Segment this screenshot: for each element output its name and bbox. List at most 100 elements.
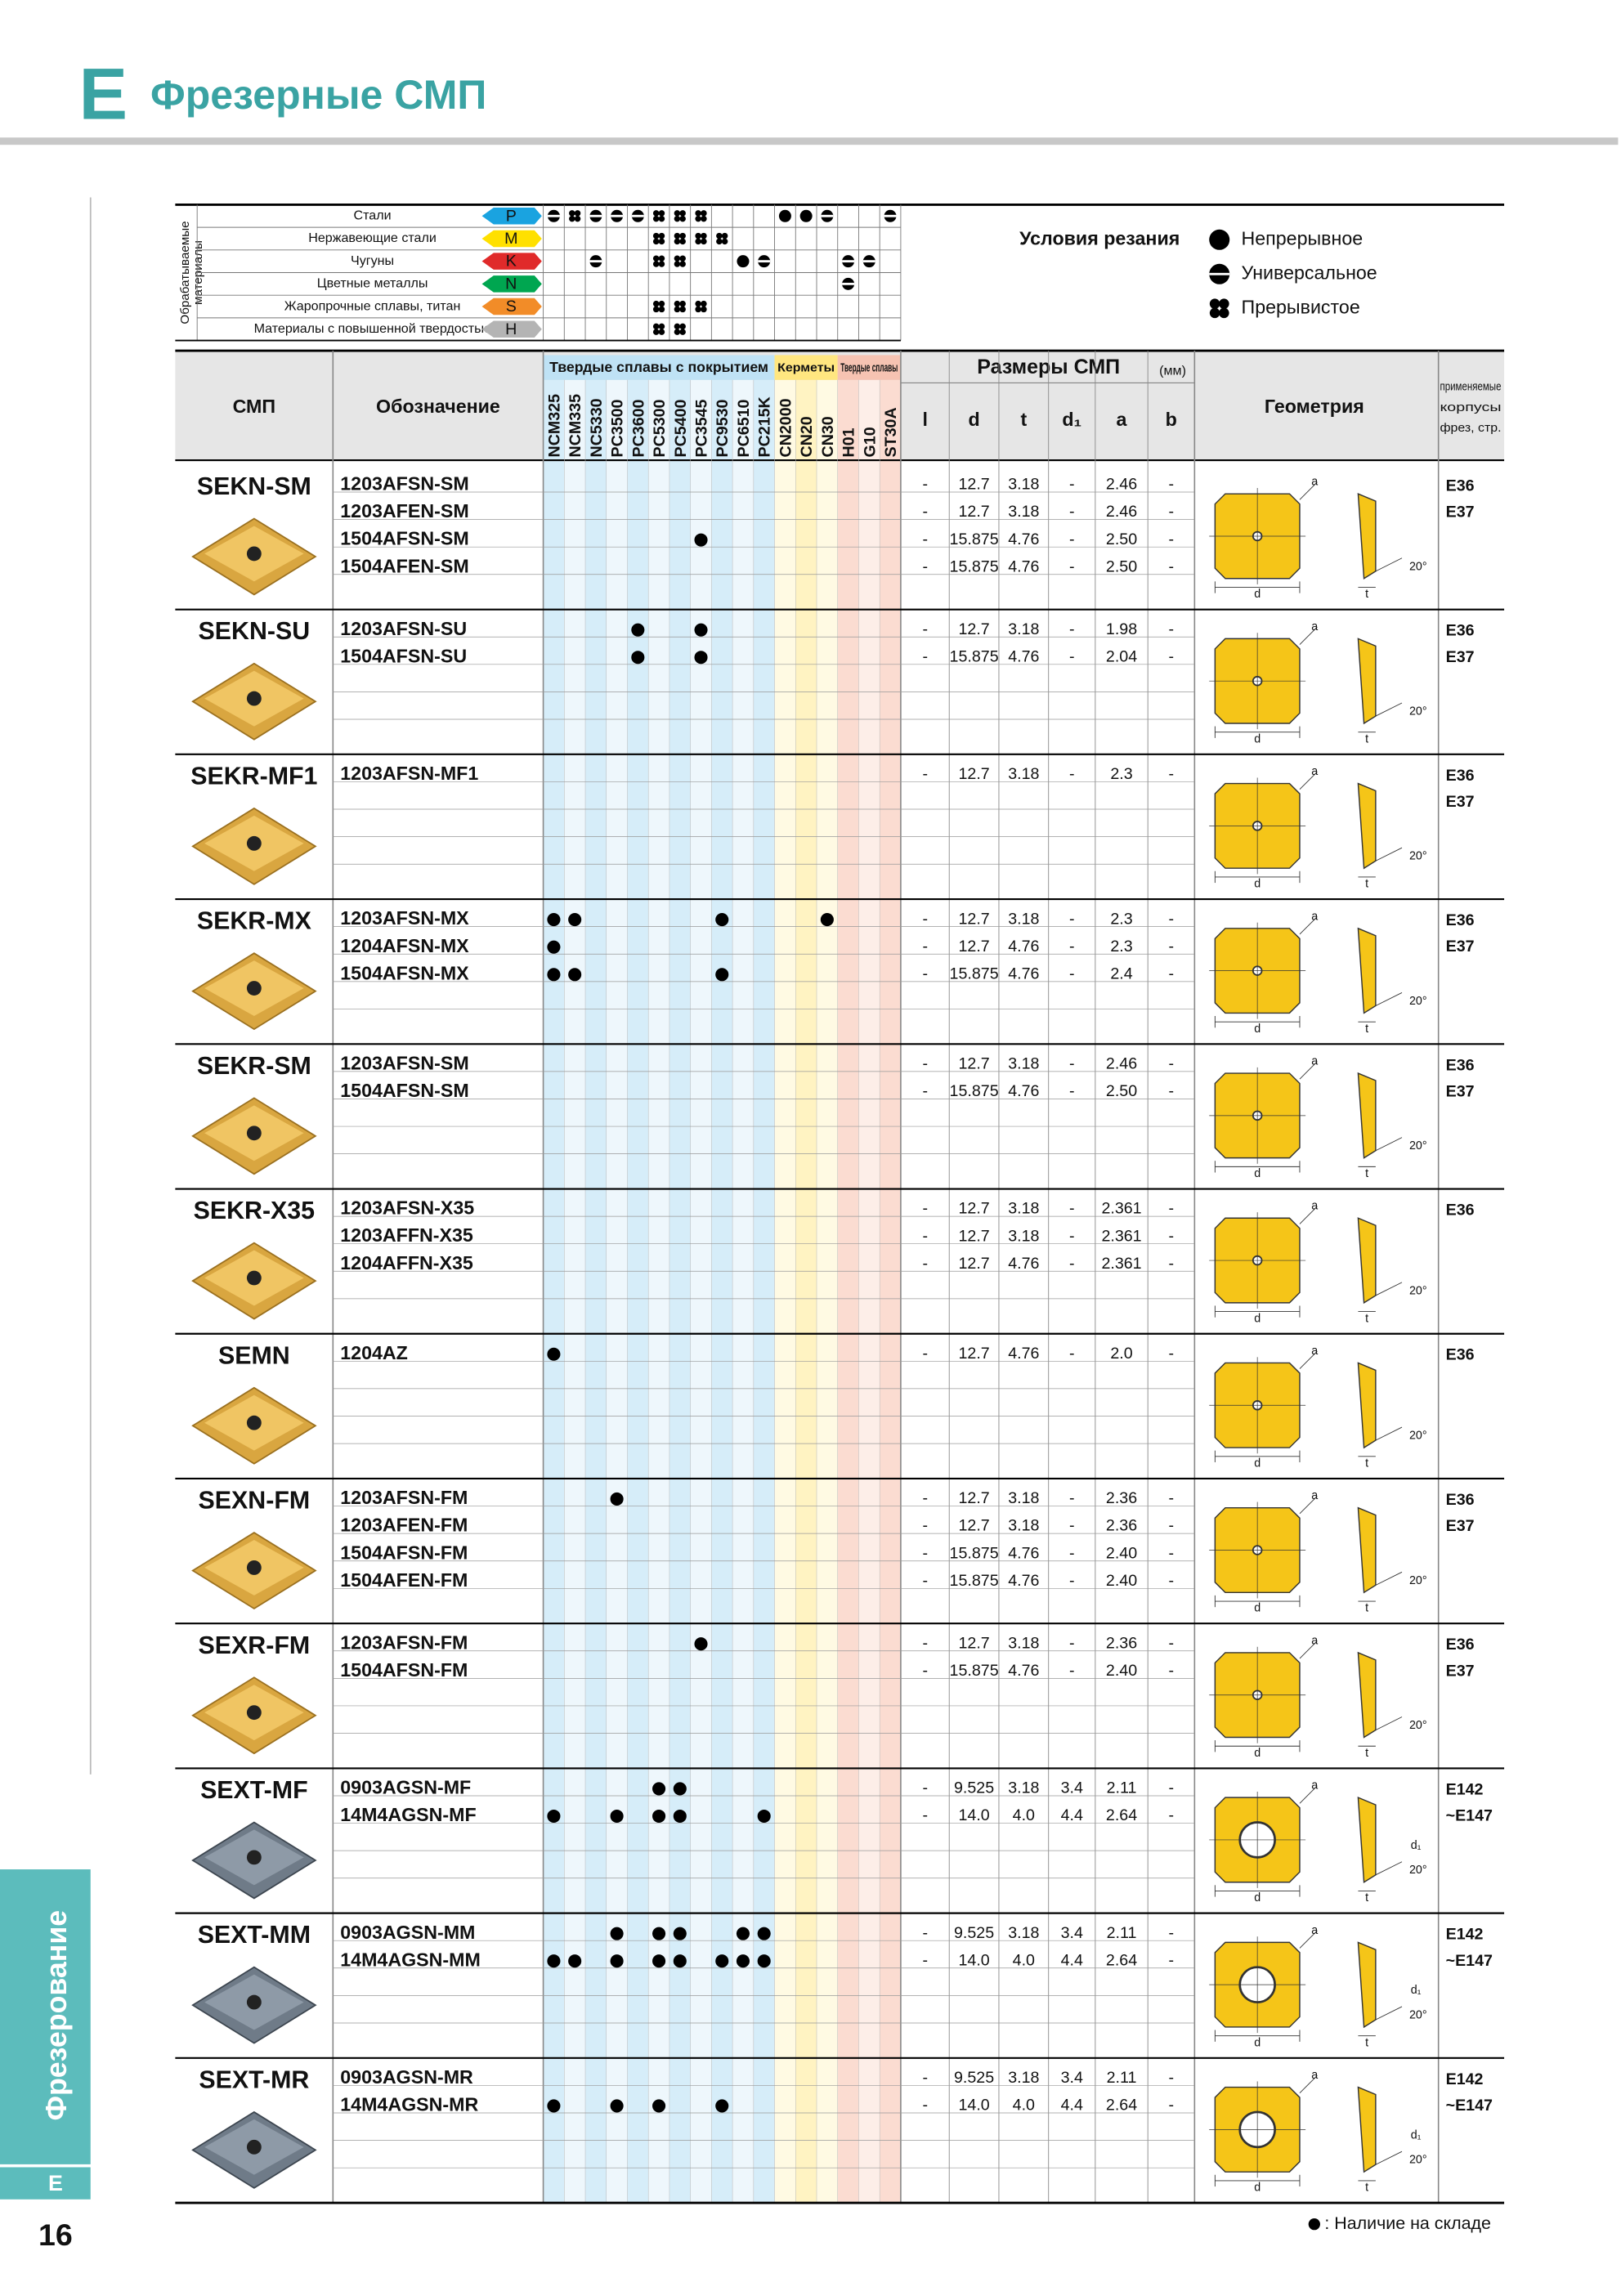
stock-dot <box>568 968 582 982</box>
stock-dot <box>547 968 561 982</box>
geometry-label: a <box>1311 910 1318 923</box>
geometry-label: a <box>1311 1489 1318 1502</box>
dimension: 12.7 <box>958 1345 989 1363</box>
dimension: 2.361 <box>1101 1200 1141 1218</box>
grade-column-bg <box>732 379 754 2204</box>
material-tag <box>481 253 542 270</box>
grade-column-bg <box>837 379 859 2204</box>
designation: 0903AGSN-MF <box>340 1777 471 1798</box>
dimension: - <box>1168 557 1174 575</box>
geometry-label: a <box>1311 1779 1318 1792</box>
stock-dot <box>673 1782 687 1796</box>
interrupted-symbol <box>679 210 686 217</box>
stock-dot <box>610 2099 624 2113</box>
dimension: - <box>922 765 928 783</box>
body-page: E37 <box>1446 1662 1475 1680</box>
material-code: P <box>506 207 517 225</box>
dimension: 3.18 <box>1008 476 1039 494</box>
dimension: 4.76 <box>1008 1662 1039 1680</box>
stock-dot <box>736 1927 750 1940</box>
geometry-label: 20° <box>1409 2008 1427 2021</box>
insert-hole <box>246 1705 262 1721</box>
stock-dot <box>673 1954 687 1968</box>
body-page: E37 <box>1446 938 1475 956</box>
dimension: 14.0 <box>958 1806 989 1824</box>
geometry-label: t <box>1365 732 1368 745</box>
interrupted-symbol <box>721 232 728 239</box>
geometry-label: d <box>1254 1312 1261 1325</box>
dimension: 2.3 <box>1110 938 1132 956</box>
dimension: 14.0 <box>958 2097 989 2115</box>
interrupted-symbol <box>658 215 665 222</box>
insert-hole <box>246 1126 262 1141</box>
interrupted-symbol <box>674 300 681 307</box>
rule <box>1375 847 1403 862</box>
dimension: - <box>1069 503 1075 521</box>
interrupted-symbol <box>695 306 701 313</box>
grade-column-bg <box>774 379 796 2204</box>
interrupted-symbol <box>679 238 686 245</box>
dimension: 2.36 <box>1106 1489 1137 1507</box>
interrupted-symbol <box>574 215 581 222</box>
grade-group-bg <box>774 355 838 380</box>
side-letter: E <box>48 2171 63 2195</box>
dimension: - <box>1069 1200 1075 1218</box>
geometry-label: d <box>1254 2036 1261 2049</box>
symbol-band <box>589 260 602 263</box>
geometry-label: d <box>1254 1602 1261 1615</box>
interrupted-symbol <box>652 261 660 267</box>
geometry-label: a <box>1311 1924 1318 1937</box>
stock-dot <box>568 1954 582 1968</box>
geometry-label: t <box>1365 1023 1368 1036</box>
interrupted-symbol <box>674 329 681 335</box>
designation: 1203AFSN-SM <box>340 1052 468 1073</box>
dimension: 3.18 <box>1008 1634 1039 1652</box>
dimension: - <box>1069 765 1075 783</box>
material-tag <box>481 275 542 293</box>
interrupted-symbol <box>716 238 723 245</box>
grade-column-bg <box>564 379 586 2204</box>
dimension: 15.875 <box>950 530 999 548</box>
interrupted-symbol <box>658 238 665 245</box>
dimension: - <box>1168 1517 1174 1535</box>
designation: 1203AFFN-X35 <box>340 1224 473 1246</box>
insert-name: SEKR-MX <box>197 908 311 935</box>
dimension: 12.7 <box>958 476 989 494</box>
grade-column-bg <box>817 379 838 2204</box>
geometry-label: 20° <box>1409 2154 1427 2167</box>
interrupted-symbol <box>658 261 665 267</box>
dimension: 15.875 <box>950 647 999 665</box>
grade-column-bg <box>690 379 712 2204</box>
interrupted-symbol <box>716 232 723 239</box>
interrupted-symbol <box>679 306 686 313</box>
condition-item: Прерывистое <box>1242 296 1360 317</box>
interrupted-symbol <box>1219 298 1229 309</box>
stock-dot <box>694 533 708 547</box>
symbol-band <box>547 214 560 217</box>
dimension: 3.18 <box>1008 2069 1039 2087</box>
geometry-label: 20° <box>1409 1719 1427 1732</box>
grade-column-bg <box>795 379 817 2204</box>
page-title: Фрезерные СМП <box>150 72 486 118</box>
geometry-label: t <box>1365 2036 1368 2049</box>
interrupted-symbol <box>658 210 665 217</box>
dimension: 2.3 <box>1110 910 1132 928</box>
geometry-header: Геометрия <box>1265 396 1364 417</box>
symbol-band <box>884 214 897 217</box>
rule <box>1299 1785 1318 1804</box>
dimension: - <box>922 964 928 982</box>
dimension: - <box>1069 1227 1075 1245</box>
material-code: N <box>505 275 517 293</box>
interrupted-symbol <box>652 300 660 307</box>
dimension: 15.875 <box>950 964 999 982</box>
grade-column-bg <box>880 379 901 2204</box>
stock-dot <box>715 968 729 982</box>
dimension: - <box>922 1345 928 1363</box>
interrupted-symbol <box>679 329 686 335</box>
grade-name: G10 <box>861 427 879 457</box>
grade-group-label: Керметы <box>777 361 835 374</box>
dimension: - <box>922 620 928 638</box>
dimension: - <box>1168 620 1174 638</box>
material-tag <box>481 320 542 338</box>
rule <box>1375 702 1403 717</box>
